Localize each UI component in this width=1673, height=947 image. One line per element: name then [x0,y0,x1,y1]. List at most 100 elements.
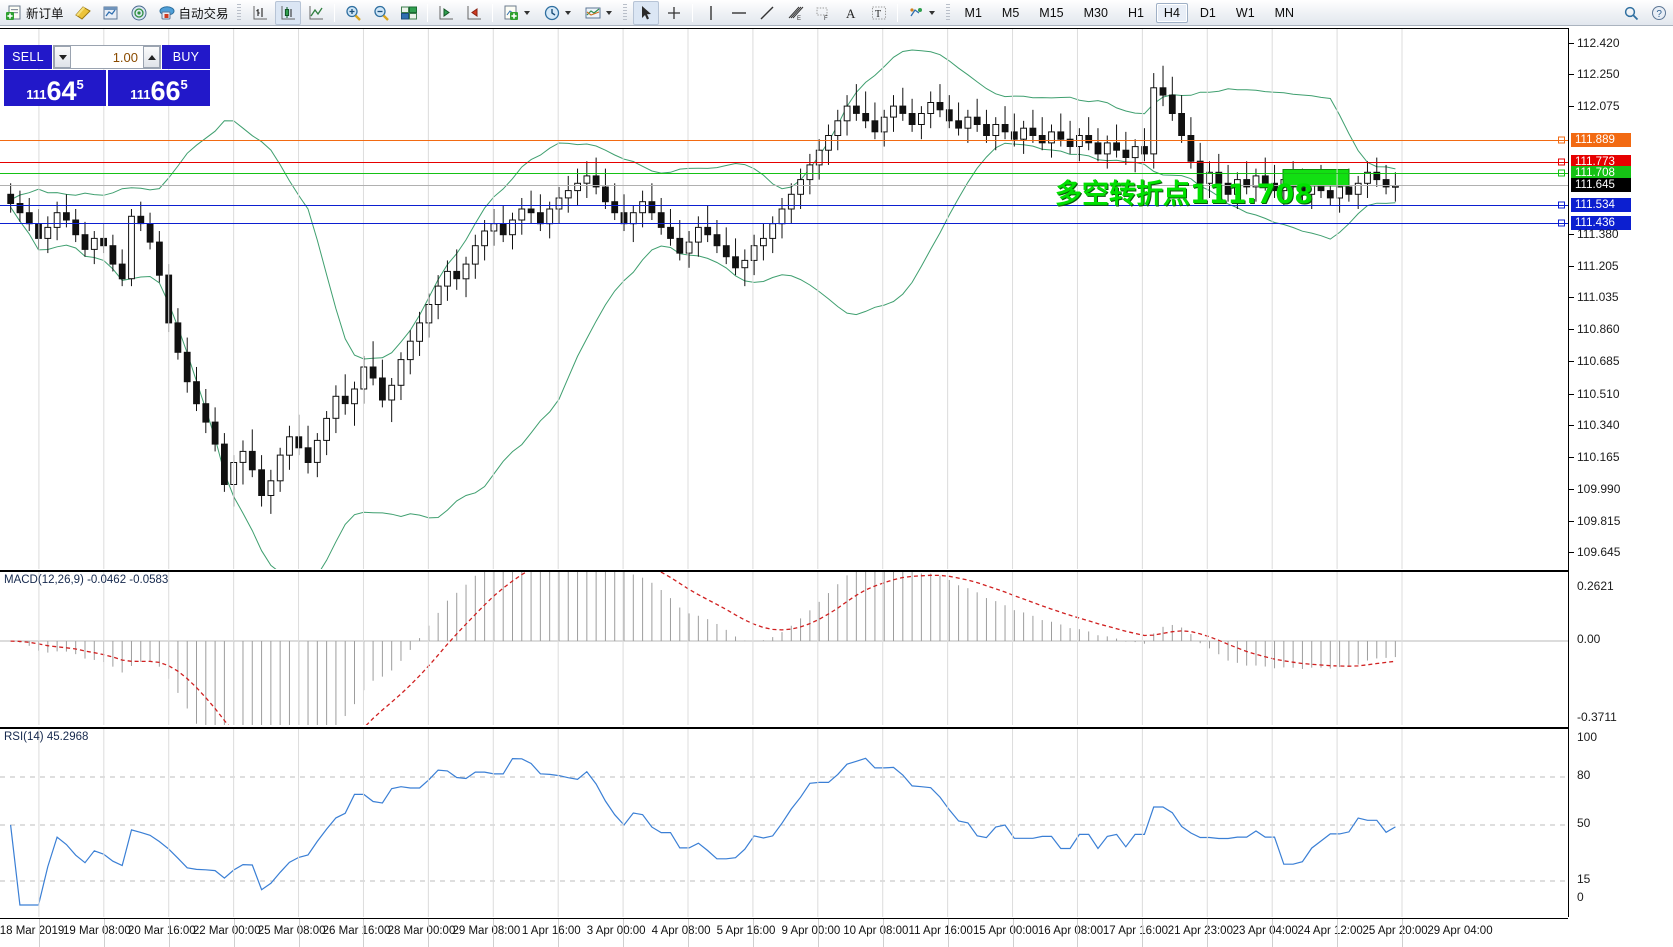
line-chart-button[interactable] [303,1,329,25]
toolbar-grip-3[interactable] [945,3,950,22]
time-separator [363,919,365,947]
time-axis-label: 5 Apr 16:00 [716,925,776,937]
level-111773[interactable]: 111.773 [1571,154,1631,169]
text-box-button[interactable]: T [866,1,892,25]
zoom-in-button[interactable] [340,1,366,25]
cursor-button[interactable] [632,0,659,25]
timeframe-d1[interactable]: D1 [1199,5,1216,20]
level-111436-line[interactable] [0,223,1568,225]
timeframe-w1[interactable]: W1 [1235,5,1255,20]
level-111773-line[interactable] [0,161,1568,163]
macd-pane[interactable]: MACD(12,26,9) -0.0462 -0.0583 [0,570,1568,725]
candlestick-chart-button[interactable] [274,0,301,25]
vertical-line-button[interactable] [698,1,724,25]
level-111534-line[interactable] [0,205,1568,207]
rsi-tick-label: 50 [1577,816,1591,830]
line-chart-icon [307,4,325,22]
price-scale[interactable]: 112.420 112.250 112.075 111.889 111.773 111.7… [1568,28,1673,917]
autotrade-button[interactable]: 自动交易 [154,1,233,25]
help-button[interactable]: ? [1646,1,1672,25]
buy-button[interactable]: BUY [162,45,210,69]
text-label-button[interactable]: F [810,1,836,25]
help-icon: ? [1650,4,1668,22]
price-tick-label: 112.075 [1577,99,1620,114]
new-order-button[interactable]: 新订单 [1,1,68,25]
time-axis-label: 1 Apr 16:00 [521,925,581,937]
svg-text:A: A [846,6,856,21]
level-111889-line[interactable] [0,140,1568,142]
timeframe-mn[interactable]: MN [1274,5,1295,20]
time-axis-label: 20 Mar 16:00 [127,925,196,937]
crosshair-button[interactable] [661,1,687,25]
sell-button[interactable]: SELL [4,45,52,69]
zoom-out-button[interactable] [368,1,394,25]
level-111708-line[interactable] [0,173,1568,175]
rsi-pane[interactable]: RSI(14) 45.2968 [0,727,1568,917]
time-separator [688,919,689,947]
current-price-tag-line[interactable] [0,185,1568,187]
timeframe-m30[interactable]: M30 [1083,5,1108,20]
volume-stepper[interactable]: 1.00 [53,45,161,69]
fibonacci-button[interactable]: E [782,1,808,25]
timeframe-h1[interactable]: H1 [1127,5,1144,20]
time-axis[interactable]: 18 Mar 2019 19 Mar 08:00 20 Mar 16:00 22 Ma… [0,918,1568,947]
level-111436[interactable]: 111.436 [1571,216,1631,231]
templates-button[interactable] [580,1,619,25]
chevron-down-icon-2[interactable] [564,10,571,15]
horizontal-line-button[interactable] [726,1,752,25]
sell-price-box[interactable]: 111 64 5 [4,70,106,106]
time-axis-label: 23 Apr 04:00 [1232,925,1298,937]
timeframe-m15[interactable]: M15 [1039,5,1064,20]
time-axis-label: 21 Apr 23:00 [1167,925,1233,937]
add-indicator-button[interactable] [498,1,537,25]
level-111889[interactable]: 111.889 [1571,133,1631,148]
price-tick-label: 111.205 [1577,258,1619,273]
time-axis-label: 19 Mar 08:00 [63,925,131,937]
price-tick-label: 109.815 [1577,514,1621,529]
auto-scroll-button[interactable] [461,1,487,25]
price-tick-label: 111.035 [1577,290,1619,305]
objects-button[interactable] [903,1,942,25]
svg-text:?: ? [1656,9,1662,20]
time-axis-label: 17 Apr 16:00 [1102,925,1169,937]
price-chart-svg [7,29,1403,569]
time-axis-label: 11 Apr 16:00 [908,925,973,937]
expert-advisor-button[interactable] [70,1,96,25]
macd-tick-label: -0.3711 [1577,710,1617,724]
chevron-down-icon-3[interactable] [605,10,612,15]
timeframe-h4[interactable]: H4 [1155,2,1188,23]
volume-decrease-button[interactable] [54,46,71,68]
tile-windows-button[interactable] [396,1,422,25]
timeframe-m1[interactable]: M1 [964,5,982,20]
volume-value[interactable]: 1.00 [112,49,138,65]
time-axis-label: 16 Apr 08:00 [1037,925,1104,937]
one-click-trading-panel[interactable]: SELL 1.00 BUY 111 64 5 111 66 5 [4,45,210,106]
price-pane[interactable] [0,28,1568,569]
bar-chart-button[interactable] [247,1,273,25]
level-111708[interactable]: 111.708 [1571,166,1631,181]
trendline-button[interactable] [754,1,780,25]
chevron-down-icon[interactable] [523,10,530,15]
buy-price-box[interactable]: 111 66 5 [108,70,210,106]
search-button[interactable] [1618,1,1644,25]
volume-increase-button[interactable] [143,46,160,68]
period-button[interactable] [539,1,578,25]
level-111534[interactable]: 111.534 [1571,198,1631,213]
rsi-tick-label: 0 [1577,890,1584,904]
data-window-button[interactable] [98,1,124,25]
signals-button[interactable] [126,1,152,25]
toolbar-grip[interactable] [236,3,241,22]
chart-shift-button[interactable] [433,1,459,25]
chevron-down-icon-4[interactable] [928,10,935,15]
time-axis-label: 29 Apr 04:00 [1427,925,1493,937]
price-tick-label: 109.990 [1577,482,1621,497]
time-separator [1077,919,1079,947]
price-tick [1569,329,1574,331]
current-price-tag[interactable]: 111.645 [1571,178,1631,193]
toolbar-separator-4 [691,3,693,22]
toolbar-grip-2[interactable] [622,3,627,22]
text-button[interactable]: A [838,1,864,25]
templates-icon [584,4,602,22]
timeframe-m5[interactable]: M5 [1001,5,1020,20]
